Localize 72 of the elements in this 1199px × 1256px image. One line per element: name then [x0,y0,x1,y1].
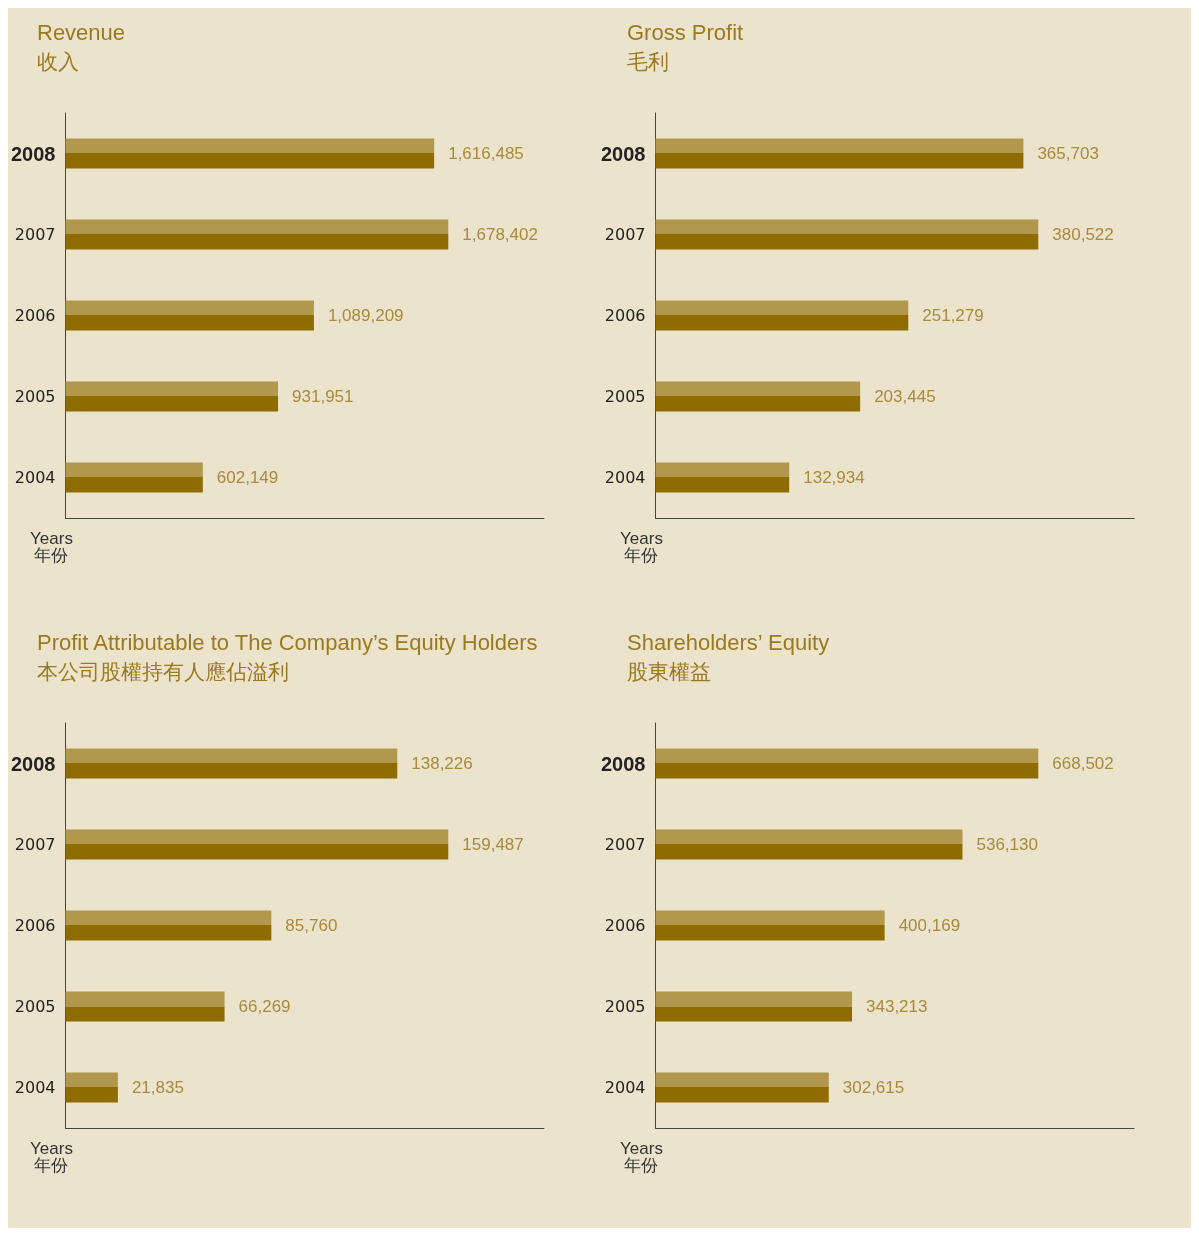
data-label: 1,089,209 [327,306,404,325]
bar [655,829,963,860]
y-tick-label: 2004 [604,468,646,487]
chart-subtitle: 本公司股權持有人應佔溢利 [37,659,289,684]
bar [65,1072,118,1103]
bar [65,748,398,779]
y-axis-title: Years 年份 [620,1139,663,1175]
bar [655,910,885,941]
y-axis-title: Years 年份 [30,1139,73,1175]
y-tick-label: 2007 [604,225,646,244]
data-label: 159,487 [462,835,524,854]
y-tick-label: 2004 [14,1078,56,1097]
bar [655,1072,829,1103]
y-axis-title: Years 年份 [620,529,663,565]
chart-subtitle: 毛利 [627,49,669,74]
y-tick-label: 2006 [604,916,646,935]
y-tick-label: 2008 [10,752,56,775]
data-label: 66,269 [238,997,291,1016]
y-tick-label: 2004 [604,1078,646,1097]
bar [65,219,449,250]
data-label: 668,502 [1052,754,1114,773]
bar [65,910,272,941]
bar [655,219,1039,250]
chart-subtitle: 股東權益 [627,659,711,684]
data-label: 931,951 [292,387,354,406]
data-label: 343,213 [866,997,928,1016]
data-label: 132,934 [803,468,865,487]
data-label: 536,130 [976,835,1038,854]
bar [65,138,435,169]
y-tick-label: 2004 [14,468,56,487]
data-label: 85,760 [285,916,338,935]
data-label: 138,226 [411,754,473,773]
bar [655,991,853,1022]
y-tick-label: 2006 [14,916,56,935]
y-tick-label: 2006 [604,306,646,325]
y-tick-label: 2007 [14,225,56,244]
data-label: 302,615 [842,1078,905,1097]
y-tick-label: 2008 [600,142,646,165]
bar [65,300,314,331]
bar [655,300,909,331]
y-tick-label: 2005 [604,387,646,406]
y-tick-label: 2005 [604,997,646,1016]
chart-title: Gross Profit [627,19,744,45]
bar [65,381,279,412]
chart-subtitle: 收入 [37,49,79,74]
bar [655,381,861,412]
y-tick-label: 2007 [604,835,646,854]
data-label: 1,678,402 [462,225,538,244]
data-label: 602,149 [216,468,279,487]
y-tick-label: 2008 [10,142,56,165]
bar [65,991,225,1022]
y-tick-label: 2005 [14,387,56,406]
data-label: 365,703 [1037,144,1099,163]
data-label: 1,616,485 [448,144,524,163]
bar [655,138,1024,169]
bar [65,462,203,493]
chart-title: Shareholders’ Equity [627,629,830,655]
data-label: 380,522 [1052,225,1114,244]
bar [65,829,449,860]
data-label: 251,279 [922,306,984,325]
y-axis-title: Years 年份 [30,529,73,565]
y-tick-label: 2008 [600,752,646,775]
data-label: 203,445 [874,387,936,406]
y-tick-label: 2005 [14,997,56,1016]
data-label: 21,835 [131,1078,184,1097]
y-tick-label: 2006 [14,306,56,325]
data-label: 400,169 [898,916,961,935]
y-tick-label: 2007 [14,835,56,854]
bar [655,748,1039,779]
chart-title: Revenue [37,19,126,45]
bar [655,462,790,493]
chart-title: Profit Attributable to The Company’s Equity Holders [37,629,538,655]
